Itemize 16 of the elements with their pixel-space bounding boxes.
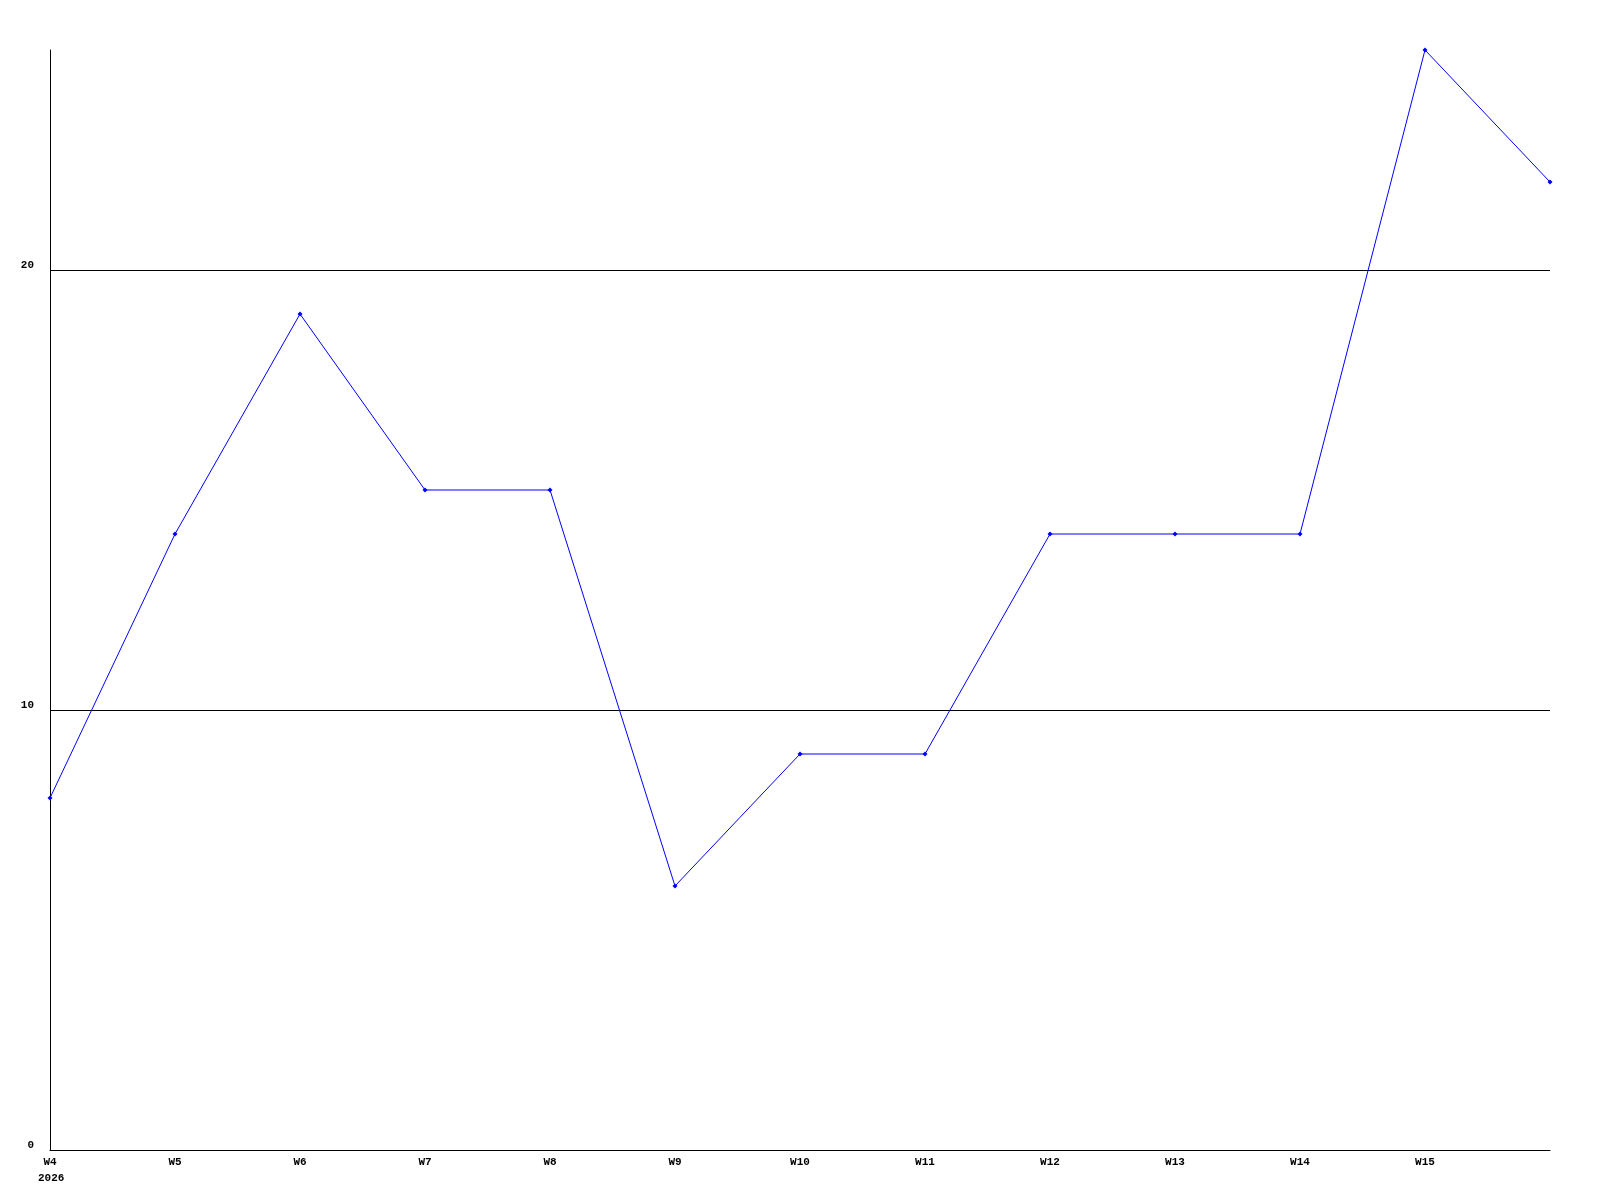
text: 2026 <box>38 1171 65 1184</box>
x-tick-label: W5 <box>168 1155 182 1168</box>
x-tick-label: W15 <box>1415 1155 1436 1168</box>
x-tick-label: W6 <box>293 1155 307 1168</box>
x-tick-label: W7 <box>418 1155 432 1168</box>
x-tick-label: W9 <box>668 1155 682 1168</box>
y-tick-label: 20 <box>20 258 34 271</box>
x-tick-label: W11 <box>915 1155 936 1168</box>
x-tick-label: W12 <box>1040 1155 1060 1168</box>
x-tick-label: W4 <box>43 1155 57 1168</box>
y-tick-label: 0 <box>27 1138 34 1151</box>
x-tick-label: W14 <box>1290 1155 1311 1168</box>
x-tick-label: W13 <box>1165 1155 1186 1168</box>
y-tick-label: 10 <box>20 698 34 711</box>
x-tick-label: W8 <box>543 1155 557 1168</box>
x-tick-label: W10 <box>790 1155 810 1168</box>
